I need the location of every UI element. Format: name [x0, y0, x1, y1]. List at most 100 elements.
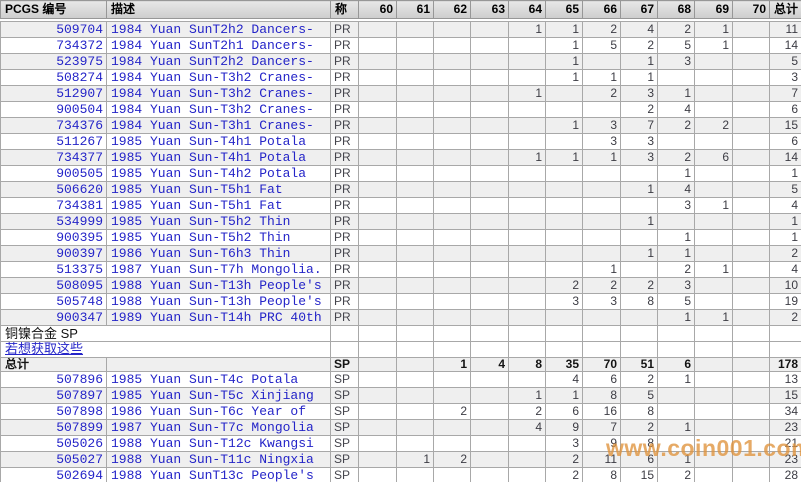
grade-cell-69: 6 [694, 149, 733, 166]
description-link[interactable]: 1985 Yuan Sun-T5h2 Thin [111, 214, 291, 229]
description-link[interactable]: 1984 Yuan SunT2h2 Dancers- [111, 22, 314, 37]
pcgs-number-link[interactable]: 509704 [56, 22, 103, 37]
pcgs-number-link[interactable]: 507898 [56, 404, 103, 419]
pcgs-number-link[interactable]: 507896 [56, 372, 103, 387]
pcgs-number-link[interactable]: 512907 [56, 86, 103, 101]
description-cell[interactable]: 1987 Yuan Sun-T7c Mongolia [106, 419, 331, 436]
description-link[interactable]: 1987 Yuan Sun-T7c Mongolia [111, 420, 314, 435]
description-link[interactable]: 1985 Yuan Sun-T5h1 Fat [111, 182, 283, 197]
description-cell[interactable]: 1988 Yuan Sun-T13h People's [106, 277, 331, 294]
description-link[interactable]: 1985 Yuan Sun-T4h2 Potala [111, 166, 307, 181]
grade-cell-62 [433, 69, 471, 86]
description-cell[interactable]: 1986 Yuan Sun-T6c Year of [106, 403, 331, 420]
description-cell[interactable]: 1985 Yuan Sun-T5h2 Thin [106, 229, 331, 246]
pcgs-number-link[interactable]: 502694 [56, 468, 103, 482]
description-link[interactable]: 1984 Yuan SunT2h1 Dancers- [111, 38, 314, 53]
description-cell[interactable]: 1988 Yuan SunT13c People's [106, 467, 331, 482]
description-link[interactable]: 1985 Yuan Sun-T5c Xinjiang [111, 388, 314, 403]
description-cell[interactable]: 1985 Yuan Sun-T4h1 Potala [106, 149, 331, 166]
grade-cell-63 [470, 293, 509, 310]
grade-cell-62 [433, 149, 471, 166]
grade-cell-65: 2 [545, 277, 583, 294]
pcgs-number-link[interactable]: 900347 [56, 310, 103, 325]
description-cell[interactable]: 1984 Yuan Sun-T3h1 Cranes- [106, 117, 331, 134]
description-link[interactable]: 1985 Yuan Sun-T4c Potala [111, 372, 299, 387]
pcgs-number-link[interactable]: 900504 [56, 102, 103, 117]
description-link[interactable]: 1989 Yuan Sun-T14h PRC 40th [111, 310, 322, 325]
pcgs-number-link[interactable]: 900505 [56, 166, 103, 181]
pcgs-number-link[interactable]: 505026 [56, 436, 103, 451]
grade-cell-61 [396, 229, 434, 246]
grade-cell-65 [545, 261, 583, 278]
description-cell[interactable]: 1985 Yuan Sun-T5c Xinjiang [106, 387, 331, 404]
pcgs-number-link[interactable]: 505748 [56, 294, 103, 309]
empty-cell [657, 341, 695, 358]
description-cell[interactable]: 1985 Yuan Sun-T4h1 Potala [106, 133, 331, 150]
pcgs-number-link[interactable]: 508095 [56, 278, 103, 293]
grade-cell-62 [433, 371, 471, 388]
description-cell[interactable]: 1988 Yuan Sun-T12c Kwangsi [106, 435, 331, 452]
description-cell[interactable]: 1988 Yuan Sun-T11c Ningxia [106, 451, 331, 468]
description-cell[interactable]: 1984 Yuan SunT2h2 Dancers- [106, 53, 331, 70]
description-cell[interactable]: 1985 Yuan Sun-T5h1 Fat [106, 181, 331, 198]
pcgs-number-link[interactable]: 505027 [56, 452, 103, 467]
pcgs-number-link[interactable]: 508274 [56, 70, 103, 85]
pcgs-number-link[interactable]: 734377 [56, 150, 103, 165]
description-cell[interactable]: 1984 Yuan SunT2h1 Dancers- [106, 37, 331, 54]
description-link[interactable]: 1985 Yuan Sun-T4h1 Potala [111, 150, 307, 165]
description-link[interactable]: 1988 Yuan Sun-T13h People's [111, 278, 322, 293]
grade-cell-67: 5 [620, 387, 658, 404]
description-cell[interactable]: 1989 Yuan Sun-T14h PRC 40th [106, 309, 331, 326]
grade-cell-61 [396, 181, 434, 198]
description-cell[interactable]: 1987 Yuan Sun-T7h Mongolia. [106, 261, 331, 278]
description-cell[interactable]: 1984 Yuan Sun-T3h2 Cranes- [106, 69, 331, 86]
description-link[interactable]: 1985 Yuan Sun-T5h1 Fat [111, 198, 283, 213]
service-label: PR [330, 197, 359, 214]
pcgs-number-link[interactable]: 523975 [56, 54, 103, 69]
grade-cell-69: 1 [694, 37, 733, 54]
description-link[interactable]: 1988 Yuan Sun-T11c Ningxia [111, 452, 314, 467]
description-cell[interactable]: 1985 Yuan Sun-T5h2 Thin [106, 213, 331, 230]
pcgs-number-link[interactable]: 900395 [56, 230, 103, 245]
pcgs-number-link[interactable]: 513375 [56, 262, 103, 277]
description-link[interactable]: 1988 Yuan Sun-T12c Kwangsi [111, 436, 314, 451]
description-link[interactable]: 1985 Yuan Sun-T4h1 Potala [111, 134, 307, 149]
pcgs-number-link[interactable]: 507897 [56, 388, 103, 403]
grade-cell-62 [433, 419, 471, 436]
description-link[interactable]: 1985 Yuan Sun-T5h2 Thin [111, 230, 291, 245]
grade-cell-66: 2 [582, 21, 621, 38]
service-label: SP [330, 371, 359, 388]
description-cell[interactable]: 1986 Yuan Sun-T6h3 Thin [106, 245, 331, 262]
pcgs-number-link[interactable]: 900397 [56, 246, 103, 261]
pcgs-number-link[interactable]: 734372 [56, 38, 103, 53]
description-cell[interactable]: 1984 Yuan SunT2h2 Dancers- [106, 21, 331, 38]
pcgs-number-link[interactable]: 734376 [56, 118, 103, 133]
description-link[interactable]: 1988 Yuan SunT13c People's [111, 468, 314, 482]
get-these-link[interactable]: 若想获取这些 [5, 342, 84, 357]
grade-cell-68: 6 [657, 357, 695, 372]
description-cell[interactable]: 1984 Yuan Sun-T3h2 Cranes- [106, 101, 331, 118]
description-link[interactable]: 1984 Yuan Sun-T3h2 Cranes- [111, 86, 314, 101]
description-cell[interactable]: 1985 Yuan Sun-T5h1 Fat [106, 197, 331, 214]
grade-cell-64 [508, 117, 546, 134]
description-link[interactable]: 1988 Yuan Sun-T13h People's [111, 294, 322, 309]
description-link[interactable]: 1986 Yuan Sun-T6h3 Thin [111, 246, 291, 261]
description-cell[interactable]: 1985 Yuan Sun-T4h2 Potala [106, 165, 331, 182]
description-link[interactable]: 1984 Yuan Sun-T3h2 Cranes- [111, 102, 314, 117]
pcgs-number-link[interactable]: 506620 [56, 182, 103, 197]
pcgs-number-link[interactable]: 511267 [56, 134, 103, 149]
description-link[interactable]: 1984 Yuan SunT2h2 Dancers- [111, 54, 314, 69]
pcgs-number-link[interactable]: 507899 [56, 420, 103, 435]
description-link[interactable]: 1987 Yuan Sun-T7h Mongolia. [111, 262, 322, 277]
description-cell[interactable]: 1985 Yuan Sun-T4c Potala [106, 371, 331, 388]
pcgs-number-link[interactable]: 734381 [56, 198, 103, 213]
grade-cell-64 [508, 451, 546, 468]
pcgs-number-link[interactable]: 534999 [56, 214, 103, 229]
description-link[interactable]: 1986 Yuan Sun-T6c Year of [111, 404, 307, 419]
grade-cell-68 [657, 213, 695, 230]
description-cell[interactable]: 1984 Yuan Sun-T3h2 Cranes- [106, 85, 331, 102]
description-cell[interactable]: 1988 Yuan Sun-T13h People's [106, 293, 331, 310]
grade-cell-63 [470, 467, 509, 482]
description-link[interactable]: 1984 Yuan Sun-T3h1 Cranes- [111, 118, 314, 133]
description-link[interactable]: 1984 Yuan Sun-T3h2 Cranes- [111, 70, 314, 85]
